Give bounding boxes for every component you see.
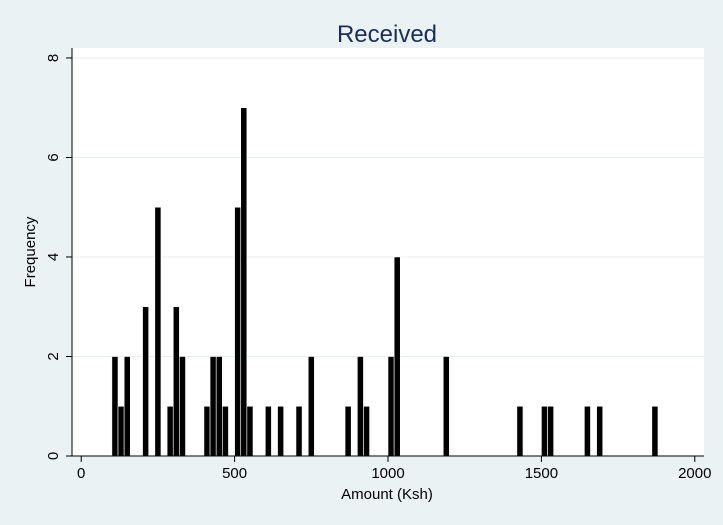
- bar-29: [596, 405, 604, 457]
- bar-27: [547, 405, 554, 457]
- x-tick-label-500: 500: [222, 465, 247, 482]
- bar-6: [172, 306, 180, 457]
- bar-1: [117, 405, 125, 457]
- x-tick-label-1000: 1000: [371, 465, 404, 482]
- x-tick-label-1500: 1500: [525, 465, 558, 482]
- y-tick-label-0: 0: [45, 452, 62, 460]
- y-axis-title: Frequency: [22, 216, 39, 287]
- x-tick-label-2000: 2000: [678, 465, 711, 482]
- bar-12: [234, 206, 242, 457]
- bar-7: [179, 356, 186, 457]
- bar-15: [264, 405, 272, 457]
- y-tick-label-6: 6: [45, 153, 62, 161]
- y-ticks: 0 2 4 6 8: [45, 54, 72, 460]
- bar-10: [215, 356, 223, 457]
- bar-3: [142, 306, 149, 457]
- bar-26: [541, 405, 548, 457]
- chart-title: Received: [337, 21, 437, 48]
- bar-11: [222, 405, 229, 457]
- bar-16: [277, 405, 284, 457]
- x-axis-title: Amount (Ksh): [341, 486, 433, 503]
- bar-5: [166, 405, 174, 457]
- bar-20: [357, 356, 364, 457]
- bar-22: [387, 356, 395, 457]
- bar-9: [209, 356, 217, 457]
- bar-0: [111, 356, 119, 457]
- bar-13: [240, 107, 248, 457]
- bar-24: [442, 356, 450, 457]
- bar-21: [363, 405, 370, 457]
- bar-4: [154, 206, 162, 457]
- y-tick-label-2: 2: [45, 352, 62, 360]
- bar-14: [246, 405, 254, 457]
- bar-28: [584, 405, 591, 457]
- bar-17: [295, 405, 303, 457]
- x-tick-label-0: 0: [77, 465, 85, 482]
- y-tick-label-4: 4: [45, 253, 62, 261]
- bars: [111, 107, 659, 457]
- bar-23: [393, 256, 401, 457]
- x-ticks: 0 500 1000 1500 2000: [77, 456, 711, 482]
- y-tick-label-8: 8: [45, 54, 62, 62]
- bar-25: [516, 405, 524, 457]
- bar-19: [344, 405, 352, 457]
- bar-18: [307, 356, 315, 457]
- bar-30: [651, 405, 659, 457]
- bar-2: [123, 356, 131, 457]
- bar-8: [203, 405, 211, 457]
